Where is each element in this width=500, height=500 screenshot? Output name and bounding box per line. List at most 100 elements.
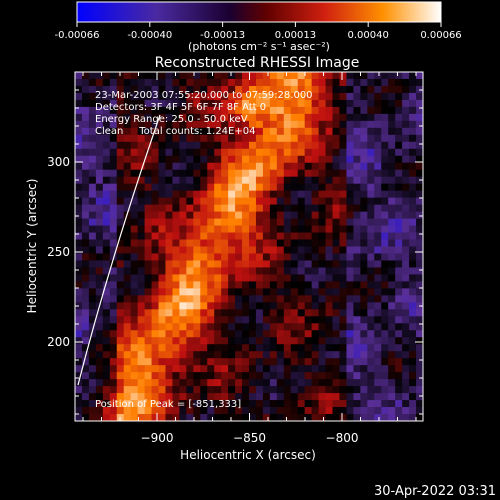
- heatmap-cell: [353, 351, 361, 359]
- heatmap-cell: [116, 127, 125, 136]
- heatmap-cell: [102, 197, 111, 206]
- heatmap-cell: [95, 246, 104, 255]
- heatmap-cell: [409, 155, 417, 164]
- heatmap-cell: [353, 253, 361, 262]
- heatmap-cell: [88, 218, 97, 227]
- heatmap-cell: [200, 400, 208, 408]
- heatmap-cell: [144, 176, 153, 185]
- heatmap-cell: [311, 190, 320, 199]
- heatmap-cell: [276, 267, 285, 276]
- heatmap-cell: [360, 148, 368, 157]
- heatmap-cell: [228, 120, 236, 129]
- heatmap-cell: [297, 183, 306, 192]
- heatmap-cell: [207, 218, 215, 227]
- heatmap-cell: [360, 309, 368, 317]
- heatmap-cell: [269, 183, 278, 192]
- heatmap-cell: [409, 239, 417, 248]
- heatmap-cell: [75, 225, 83, 234]
- heatmap-cell: [88, 274, 97, 282]
- heatmap-cell: [165, 239, 174, 248]
- heatmap-cell: [297, 309, 306, 317]
- heatmap-cell: [193, 232, 201, 241]
- heatmap-cell: [102, 260, 111, 269]
- heatmap-cell: [200, 162, 208, 171]
- heatmap-cell: [144, 225, 153, 234]
- heatmap-cell: [200, 253, 208, 262]
- heatmap-cell: [221, 204, 229, 213]
- heatmap-cell: [165, 358, 174, 366]
- heatmap-cell: [402, 393, 410, 401]
- heatmap-cell: [88, 169, 97, 178]
- heatmap-cell: [311, 379, 320, 387]
- heatmap-cell: [325, 267, 334, 276]
- heatmap-cell: [395, 183, 403, 192]
- heatmap-cell: [193, 204, 201, 213]
- heatmap-cell: [186, 358, 194, 366]
- heatmap-cell: [332, 155, 341, 164]
- heatmap-cell: [353, 92, 361, 101]
- heatmap-cell: [249, 127, 257, 136]
- heatmap-cell: [172, 120, 180, 129]
- heatmap-cell: [228, 309, 236, 317]
- heatmap-cell: [95, 190, 104, 199]
- heatmap-cell: [318, 183, 327, 192]
- heatmap-cell: [165, 183, 174, 192]
- heatmap-cell: [144, 372, 153, 380]
- heatmap-cell: [346, 239, 354, 248]
- heatmap-cell: [193, 225, 201, 234]
- heatmap-cell: [374, 274, 382, 282]
- heatmap-cell: [123, 155, 132, 164]
- heatmap-cell: [339, 267, 348, 276]
- heatmap-cell: [130, 232, 139, 241]
- heatmap-cell: [95, 253, 104, 262]
- heatmap-cell: [318, 351, 327, 359]
- colorbar: [76, 1, 442, 23]
- heatmap-cell: [228, 141, 236, 150]
- heatmap-cell: [116, 106, 125, 115]
- heatmap-cell: [235, 113, 243, 122]
- heatmap-cell: [116, 141, 125, 150]
- heatmap-cell: [311, 155, 320, 164]
- heatmap-cell: [200, 365, 208, 373]
- heatmap-cell: [346, 379, 354, 387]
- heatmap-cell: [95, 232, 104, 241]
- heatmap-cell: [283, 211, 292, 220]
- heatmap-cell: [304, 295, 313, 303]
- heatmap-cell: [381, 78, 389, 87]
- heatmap-cell: [109, 85, 118, 94]
- heatmap-cell: [88, 148, 97, 157]
- heatmap-cell: [123, 72, 132, 80]
- heatmap-cell: [235, 211, 243, 220]
- heatmap-cell: [353, 197, 361, 206]
- y-axis-label: Heliocentric Y (arcsec): [25, 179, 39, 314]
- heatmap-cell: [283, 197, 292, 206]
- heatmap-cell: [186, 176, 194, 185]
- heatmap-cell: [214, 302, 222, 310]
- heatmap-cell: [228, 232, 236, 241]
- heatmap-cell: [144, 316, 153, 324]
- heatmap-cell: [395, 351, 403, 359]
- heatmap-cell: [388, 134, 396, 143]
- heatmap-cell: [297, 239, 306, 248]
- heatmap-cell: [102, 225, 111, 234]
- heatmap-cell: [102, 372, 111, 380]
- heatmap-cell: [409, 211, 417, 220]
- heatmap-cell: [158, 218, 167, 227]
- heatmap-cell: [172, 281, 180, 289]
- heatmap-cell: [360, 197, 368, 206]
- heatmap-cell: [283, 260, 292, 269]
- heatmap-cell: [95, 197, 104, 206]
- heatmap-cell: [325, 323, 334, 331]
- heatmap-cell: [304, 225, 313, 234]
- heatmap-cell: [374, 295, 382, 303]
- heatmap-cell: [262, 260, 271, 269]
- heatmap-cell: [221, 386, 229, 394]
- heatmap-cell: [109, 232, 118, 241]
- heatmap-cell: [304, 162, 313, 171]
- heatmap-cell: [318, 99, 327, 108]
- heatmap-cell: [235, 162, 243, 171]
- heatmap-cell: [158, 204, 167, 213]
- heatmap-cell: [109, 274, 118, 282]
- heatmap-cell: [402, 155, 410, 164]
- heatmap-cell: [116, 99, 125, 108]
